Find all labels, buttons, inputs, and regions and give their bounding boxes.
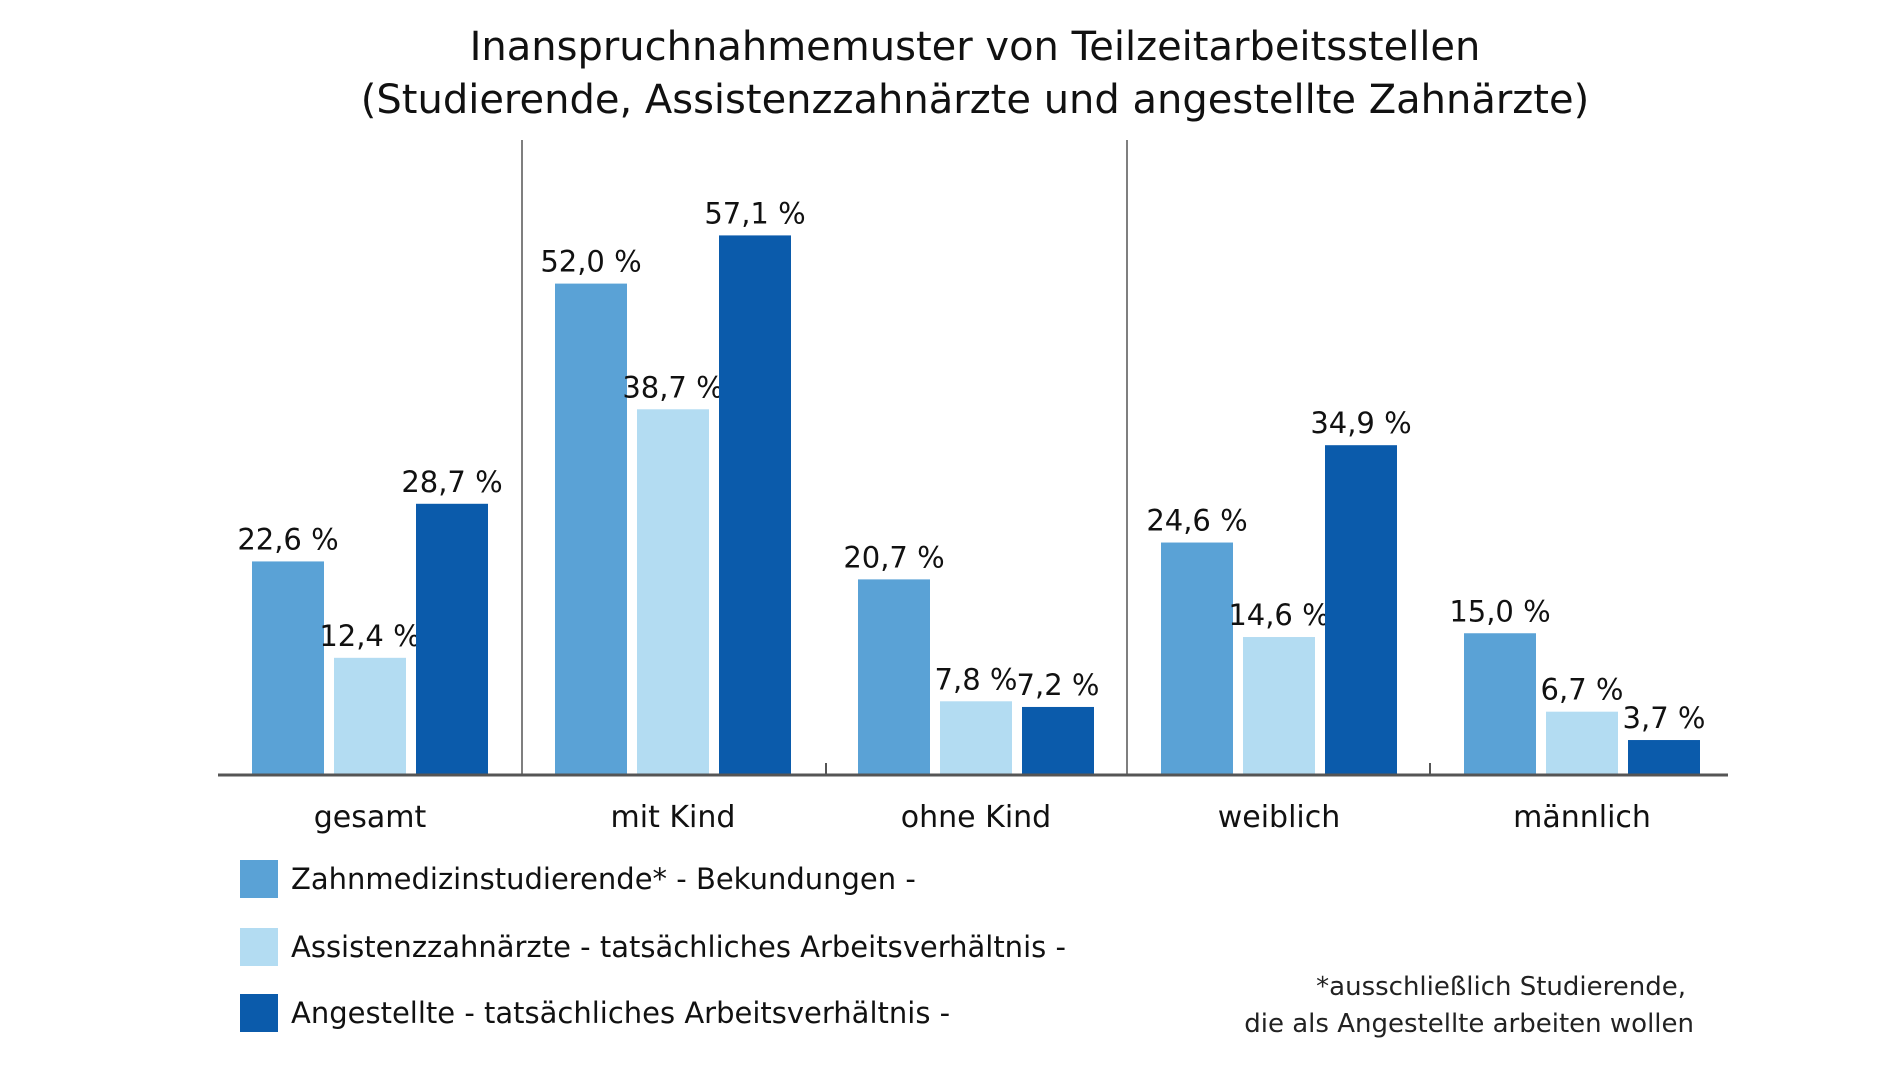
chart-subtitle: (Studierende, Assistenzzahnärzte und ang… <box>361 77 1589 123</box>
bar-gesamt-series-2 <box>334 657 406 775</box>
category-label: ohne Kind <box>901 800 1051 835</box>
legend-label: Zahnmedizinstudierende* - Bekundungen - <box>291 862 916 896</box>
data-label: 20,7 % <box>843 540 944 574</box>
footnote-line-2: die als Angestellte arbeiten wollen <box>1244 1009 1694 1039</box>
category-label: weiblich <box>1218 800 1341 835</box>
bar-männlich-series-3 <box>1628 740 1700 775</box>
bar-weiblich-series-1 <box>1161 542 1233 775</box>
bar-männlich-series-1 <box>1464 633 1536 775</box>
chart-title: Inanspruchnahmemuster von Teilzeitarbeit… <box>470 24 1481 70</box>
data-label: 34,9 % <box>1310 406 1411 440</box>
data-label: 14,6 % <box>1228 598 1329 632</box>
legend-swatch <box>240 928 278 966</box>
plot-area: 22,6 % 12,4 % 28,7 % gesamt 52,0 % 38,7 % 57,1… <box>218 140 1728 835</box>
data-label: 3,7 % <box>1623 701 1706 735</box>
data-label: 7,8 % <box>935 662 1018 696</box>
bar-ohne-kind-series-2 <box>940 701 1012 775</box>
category-label: gesamt <box>314 800 427 835</box>
category-label: männlich <box>1513 800 1651 835</box>
legend-swatch <box>240 860 278 898</box>
data-label: 28,7 % <box>401 465 502 499</box>
legend-label: Angestellte - tatsächliches Arbeitsverhä… <box>291 996 950 1030</box>
category-label: mit Kind <box>611 800 736 835</box>
data-label: 57,1 % <box>704 196 805 230</box>
data-label: 15,0 % <box>1449 594 1550 628</box>
bar-männlich-series-2 <box>1546 711 1618 775</box>
bar-mit-kind-series-2 <box>637 409 709 775</box>
bar-ohne-kind-series-1 <box>858 579 930 775</box>
data-label: 38,7 % <box>622 370 723 404</box>
bar-ohne-kind-series-3 <box>1022 706 1094 775</box>
bar-gesamt-series-1 <box>252 561 324 775</box>
data-label: 6,7 % <box>1541 673 1624 707</box>
data-label: 12,4 % <box>319 619 420 653</box>
data-label: 22,6 % <box>237 522 338 556</box>
bar-gesamt-series-3 <box>416 503 488 775</box>
bar-weiblich-series-2 <box>1243 637 1315 775</box>
data-label: 52,0 % <box>540 245 641 279</box>
bar-weiblich-series-3 <box>1325 445 1397 775</box>
bar-mit-kind-series-1 <box>555 283 627 775</box>
footnote-line-1: *ausschließlich Studierende, <box>1316 972 1686 1002</box>
legend-label: Assistenzzahnärzte - tatsächliches Arbei… <box>291 930 1066 964</box>
bar-mit-kind-series-3 <box>719 235 791 775</box>
data-label: 7,2 % <box>1017 668 1100 702</box>
legend-swatch <box>240 994 278 1032</box>
data-label: 24,6 % <box>1146 504 1247 538</box>
legend: Zahnmedizinstudierende* - Bekundungen - A… <box>240 860 1066 1032</box>
